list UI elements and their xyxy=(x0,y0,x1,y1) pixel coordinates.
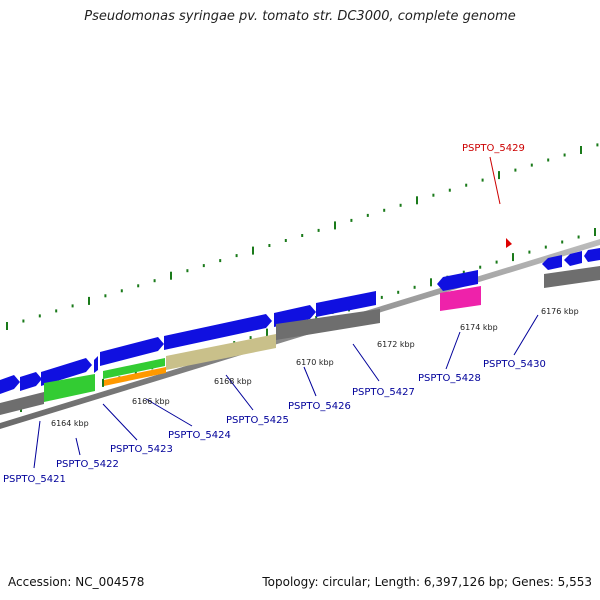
minor-tick xyxy=(495,260,498,264)
kbp-label: 6172 kbp xyxy=(377,340,415,349)
kbp-label: 6176 kbp xyxy=(541,307,579,316)
major-tick xyxy=(102,378,104,387)
kbp-label: 6168 kbp xyxy=(214,377,252,386)
major-tick xyxy=(594,228,596,236)
minor-tick xyxy=(104,294,107,298)
minor-tick xyxy=(563,153,566,157)
genome-summary-text: Topology: circular; Length: 6,397,126 bp… xyxy=(262,575,592,589)
major-tick xyxy=(430,278,432,287)
accession-text: Accession: NC_004578 xyxy=(8,575,145,589)
minor-tick xyxy=(479,265,482,269)
major-tick xyxy=(252,246,254,255)
gene-arrow[interactable] xyxy=(542,255,562,270)
minor-tick xyxy=(120,289,123,293)
minor-tick xyxy=(462,270,465,274)
minor-tick xyxy=(547,158,550,162)
gene-arrow[interactable] xyxy=(0,375,20,394)
gene-arrow[interactable] xyxy=(164,314,272,350)
gene-arrow[interactable] xyxy=(316,291,376,317)
gene-label-pspto-5422[interactable]: PSPTO_5422 xyxy=(56,459,119,470)
major-tick xyxy=(416,196,418,205)
kbp-label: 6166 kbp xyxy=(132,397,170,406)
minor-tick xyxy=(514,168,517,172)
minor-tick xyxy=(202,264,205,268)
label-leader-lines xyxy=(33,156,539,469)
gene-label-pspto-5429[interactable]: PSPTO_5429 xyxy=(462,143,525,154)
gene-arrow[interactable] xyxy=(20,372,42,391)
kbp-label: 6170 kbp xyxy=(296,358,334,367)
minor-tick xyxy=(55,309,58,313)
minor-tick xyxy=(315,316,318,319)
major-tick xyxy=(512,253,514,262)
minor-tick xyxy=(413,285,416,289)
minor-tick xyxy=(366,213,369,217)
minor-tick xyxy=(235,254,238,258)
major-tick xyxy=(498,171,500,180)
minor-tick xyxy=(544,245,547,249)
minor-tick xyxy=(219,259,222,263)
position-labels: 6164 kbp 6166 kbp 6168 kbp 6170 kbp 6172… xyxy=(51,307,579,428)
upper-tick-row xyxy=(6,143,599,330)
minor-tick xyxy=(134,371,137,375)
gene-arrow[interactable] xyxy=(584,248,600,262)
minor-tick xyxy=(397,290,400,294)
map-title: Pseudomonas syringae pv. tomato str. DC3… xyxy=(84,9,516,24)
minor-tick xyxy=(301,234,304,237)
minor-tick xyxy=(153,279,156,283)
gene-label-pspto-5426[interactable]: PSPTO_5426 xyxy=(288,401,351,412)
major-tick xyxy=(170,271,172,280)
minor-tick xyxy=(350,218,353,222)
gene-arrow[interactable] xyxy=(94,356,98,373)
minor-tick xyxy=(528,250,531,254)
minor-tick xyxy=(399,203,402,207)
kbp-label: 6164 kbp xyxy=(51,419,89,428)
minor-tick xyxy=(383,208,386,212)
minor-tick xyxy=(317,228,320,232)
minor-tick xyxy=(577,235,580,239)
minor-tick xyxy=(137,284,140,288)
minor-tick xyxy=(465,183,468,187)
major-tick xyxy=(334,221,336,230)
minor-tick xyxy=(186,269,189,273)
gene-label-pspto-5424[interactable]: PSPTO_5424 xyxy=(168,430,231,441)
gene-arrow[interactable] xyxy=(564,251,582,266)
gene-label-pspto-5425[interactable]: PSPTO_5425 xyxy=(226,415,289,426)
major-tick xyxy=(580,146,582,154)
major-tick xyxy=(88,296,90,305)
gene-label-pspto-5421[interactable]: PSPTO_5421 xyxy=(3,474,66,485)
minor-tick xyxy=(38,314,41,318)
gene-arrow[interactable] xyxy=(437,270,478,291)
gene-marker-pspto-5429[interactable] xyxy=(506,238,512,248)
gene-arrow[interactable] xyxy=(41,358,92,386)
minor-tick xyxy=(432,193,435,197)
forward-strand-genes[interactable] xyxy=(0,248,600,394)
kbp-label: 6174 kbp xyxy=(460,323,498,332)
feature-bars xyxy=(0,266,600,415)
gene-label-pspto-5430[interactable]: PSPTO_5430 xyxy=(483,359,546,370)
minor-tick xyxy=(596,143,599,147)
minor-tick xyxy=(530,163,533,167)
major-tick xyxy=(6,322,8,330)
gene-arrow[interactable] xyxy=(274,305,316,327)
minor-tick xyxy=(268,244,271,247)
minor-tick xyxy=(380,295,383,299)
gene-labels: PSPTO_5421 PSPTO_5422 PSPTO_5423 PSPTO_5… xyxy=(3,143,546,485)
minor-tick xyxy=(284,239,287,242)
minor-tick xyxy=(481,178,484,182)
gene-label-pspto-5428[interactable]: PSPTO_5428 xyxy=(418,373,481,384)
minor-tick xyxy=(561,240,564,244)
gene-label-pspto-5423[interactable]: PSPTO_5423 xyxy=(110,444,173,455)
minor-tick xyxy=(249,336,252,340)
major-tick xyxy=(266,328,268,337)
minor-tick xyxy=(448,188,451,192)
minor-tick xyxy=(22,319,25,323)
gene-label-pspto-5427[interactable]: PSPTO_5427 xyxy=(352,387,415,398)
minor-tick xyxy=(71,304,74,308)
gene-arrow[interactable] xyxy=(100,337,164,366)
